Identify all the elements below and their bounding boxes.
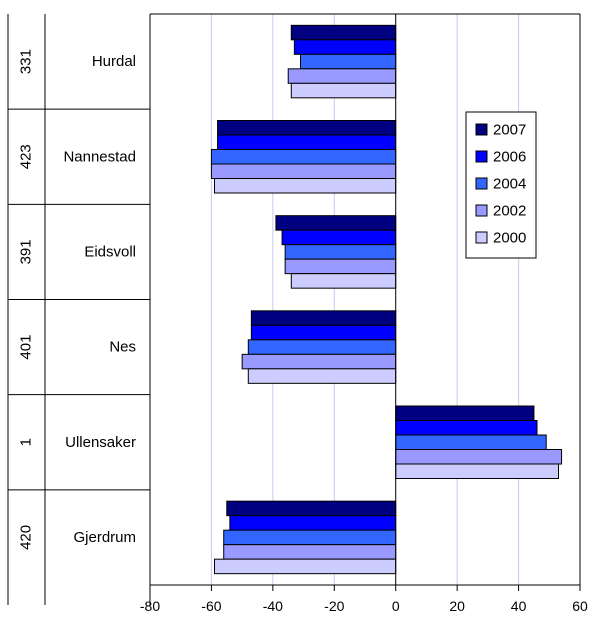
legend-label-2002: 2002 (493, 203, 526, 220)
bar-gjerdrum-2002 (223, 544, 397, 560)
bar-hurdal-2002 (287, 68, 397, 84)
legend-label-2004: 2004 (493, 176, 526, 193)
legend-swatch-2004 (475, 177, 488, 190)
bar-nes-2002 (241, 353, 397, 370)
category-name-nes: Nes (109, 339, 136, 356)
category-name-nannestad: Nannestad (63, 148, 136, 165)
bar-nes-2007 (250, 310, 397, 326)
bar-ullensaker-2002 (395, 449, 563, 465)
bar-ullensaker-2000 (395, 463, 560, 479)
x-tick-label-0: -80 (140, 598, 160, 614)
category-code-nannestad: 423 (18, 144, 35, 169)
legend: 2007 2006 2004 2002 2000 (465, 111, 537, 259)
bar-nannestad-2000 (214, 178, 397, 194)
legend-swatch-2000 (475, 231, 488, 244)
category-name-hurdal: Hurdal (92, 53, 136, 70)
bar-gjerdrum-2000 (214, 558, 397, 575)
bar-gjerdrum-2004 (223, 529, 397, 546)
bar-nes-2006 (250, 324, 397, 341)
bar-hurdal-2000 (290, 82, 397, 99)
category-name-eidsvoll: Eidsvoll (84, 243, 136, 260)
category-code-nes: 401 (18, 335, 35, 360)
category-code-hurdal: 331 (18, 49, 35, 74)
bar-nannestad-2004 (210, 149, 397, 165)
bar-ullensaker-2007 (395, 405, 535, 421)
x-tick-label-2: -40 (263, 598, 283, 614)
bar-nannestad-2006 (217, 134, 397, 150)
bar-hurdal-2004 (300, 53, 397, 70)
x-tick-label-5: 20 (449, 598, 465, 614)
x-tick-label-7: 60 (572, 598, 588, 614)
legend-label-2000: 2000 (493, 230, 526, 247)
bar-eidsvoll-2006 (281, 229, 397, 246)
x-tick-label-6: 40 (511, 598, 527, 614)
bar-nes-2000 (247, 368, 397, 384)
grid-lines (210, 14, 520, 585)
bar-eidsvoll-2002 (284, 258, 397, 275)
axes (7, 13, 581, 605)
bar-ullensaker-2006 (395, 420, 538, 436)
bar-nannestad-2007 (217, 120, 397, 136)
category-name-gjerdrum: Gjerdrum (73, 529, 136, 546)
bar-gjerdrum-2007 (226, 500, 397, 517)
bar-nes-2004 (247, 339, 397, 355)
x-tick-label-1: -60 (201, 598, 221, 614)
category-name-ullensaker: Ullensaker (65, 434, 136, 451)
legend-swatch-2006 (475, 150, 488, 163)
legend-swatch-2007 (475, 123, 488, 136)
bar-hurdal-2006 (293, 39, 397, 55)
x-tick-labels: -80 -60 -40 -20 0 20 40 60 (140, 598, 588, 614)
category-code-ullensaker: 1 (18, 438, 35, 446)
category-labels: 331 Hurdal 423 Nannestad 391 Eidsvoll 401 Nes 1 U… (18, 49, 137, 550)
bar-eidsvoll-2000 (290, 273, 397, 289)
bar-ullensaker-2004 (395, 434, 547, 450)
bar-eidsvoll-2007 (275, 215, 397, 231)
category-code-eidsvoll: 391 (18, 239, 35, 264)
bar-hurdal-2007 (290, 24, 397, 41)
bars (210, 24, 563, 575)
x-tick-label-3: -20 (324, 598, 344, 614)
legend-swatch-2002 (475, 204, 488, 217)
legend-label-2006: 2006 (493, 149, 526, 166)
category-code-gjerdrum: 420 (18, 525, 35, 550)
bar-eidsvoll-2004 (284, 244, 397, 260)
legend-label-2007: 2007 (493, 122, 526, 139)
bar-nannestad-2002 (210, 163, 397, 179)
x-tick-label-4: 0 (392, 598, 400, 614)
bar-gjerdrum-2006 (229, 515, 397, 531)
